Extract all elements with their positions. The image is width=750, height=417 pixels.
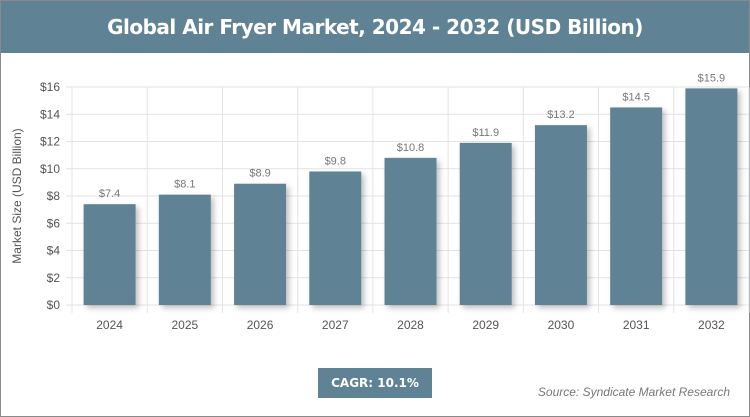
y-tick-label: $8 xyxy=(47,189,61,203)
bar xyxy=(234,183,287,305)
data-label: $11.9 xyxy=(472,127,499,139)
x-tick-label: 2025 xyxy=(171,318,198,332)
data-label: $8.1 xyxy=(174,179,195,191)
y-axis-label: Market Size (USD Billion) xyxy=(10,128,24,263)
y-tick-label: $6 xyxy=(47,216,61,230)
y-tick-label: $10 xyxy=(40,162,60,176)
y-tick-label: $16 xyxy=(40,80,60,94)
y-tick-label: $12 xyxy=(40,135,60,149)
data-label: $9.8 xyxy=(325,155,346,167)
y-tick-label: $0 xyxy=(47,298,61,312)
x-tick-label: 2026 xyxy=(247,318,274,332)
x-tick-label: 2028 xyxy=(397,318,424,332)
y-tick-label: $4 xyxy=(47,244,61,258)
bar xyxy=(610,107,663,305)
x-tick-label: 2032 xyxy=(698,318,725,332)
chart-title: Global Air Fryer Market, 2024 - 2032 (US… xyxy=(1,1,749,53)
bar xyxy=(384,157,437,305)
x-tick-label: 2027 xyxy=(322,318,349,332)
data-label: $13.2 xyxy=(547,109,575,121)
bar xyxy=(158,194,211,305)
data-label: $14.5 xyxy=(622,91,650,103)
y-tick-label: $2 xyxy=(47,271,61,285)
source-note: Source: Syndicate Market Research xyxy=(537,385,730,399)
data-label: $7.4 xyxy=(99,188,120,200)
bar xyxy=(685,88,738,305)
bar xyxy=(83,204,136,305)
data-label: $10.8 xyxy=(397,142,425,154)
cagr-badge: CAGR: 10.1% xyxy=(318,368,432,398)
x-tick-label: 2024 xyxy=(96,318,123,332)
bar xyxy=(309,171,362,305)
x-tick-label: 2031 xyxy=(623,318,650,332)
y-tick-label: $14 xyxy=(40,107,60,121)
bar xyxy=(459,142,512,305)
data-label: $8.9 xyxy=(249,168,270,180)
bar xyxy=(534,125,587,306)
data-label: $15.9 xyxy=(698,72,726,84)
x-tick-label: 2029 xyxy=(472,318,499,332)
x-tick-label: 2030 xyxy=(548,318,575,332)
